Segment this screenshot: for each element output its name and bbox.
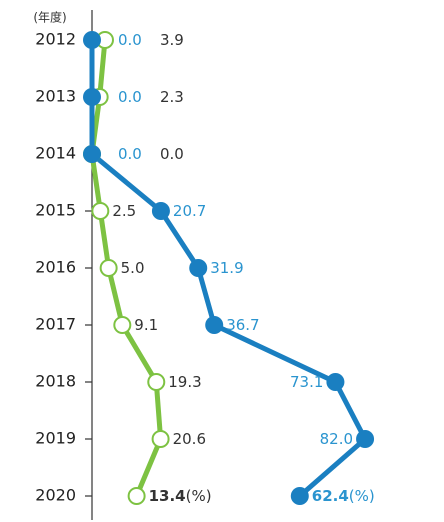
data-label-value: 19.3 (168, 373, 201, 391)
data-label-value: 9.1 (134, 316, 158, 334)
marker (151, 202, 170, 220)
data-label: 5.0 (121, 259, 145, 277)
marker (91, 202, 110, 220)
data-label-value: 2.5 (112, 202, 136, 220)
y-tick-label: 2020 (35, 486, 76, 505)
y-tick-label: 2017 (35, 315, 76, 334)
marker (99, 259, 118, 277)
unit-label: (%) (186, 487, 212, 505)
data-label: 3.9 (160, 31, 184, 49)
marker (83, 88, 101, 106)
y-tick-label: 2019 (35, 429, 76, 448)
y-tick-label: 2015 (35, 201, 76, 220)
data-label: 0.0 (118, 31, 142, 49)
marker (147, 373, 166, 391)
marker (127, 487, 146, 505)
data-label-value: 20.7 (173, 202, 206, 220)
marker (113, 316, 132, 334)
data-label-value: 2.3 (160, 88, 184, 106)
marker (290, 487, 309, 505)
marker (356, 430, 375, 448)
data-label-value: 20.6 (173, 430, 206, 448)
data-label: 0.0 (118, 145, 142, 163)
data-label-value: 82.0 (320, 430, 353, 448)
data-label: 20.6 (173, 430, 206, 448)
marker (151, 430, 170, 448)
data-label-value: 0.0 (160, 145, 184, 163)
data-label: 13.4(%) (149, 487, 212, 505)
data-label-value: 3.9 (160, 31, 184, 49)
data-label: 36.7 (226, 316, 259, 334)
data-label-value: 0.0 (118, 145, 142, 163)
data-label-value: 0.0 (118, 88, 142, 106)
data-label: 2.5 (112, 202, 136, 220)
y-tick-label: 2012 (35, 30, 76, 49)
data-label: 62.4(%) (312, 487, 375, 505)
axis-label: (年度) (33, 10, 66, 25)
marker (189, 259, 208, 277)
data-label: 9.1 (134, 316, 158, 334)
marker (83, 145, 101, 163)
data-label-value: 36.7 (226, 316, 259, 334)
data-label: 19.3 (168, 373, 201, 391)
data-label: 73.1 (290, 373, 323, 391)
data-label: 20.7 (173, 202, 206, 220)
y-tick-label: 2018 (35, 372, 76, 391)
data-label: 2.3 (160, 88, 184, 106)
unit-label: (%) (349, 487, 375, 505)
data-label: 0.0 (118, 88, 142, 106)
data-label-value: 13.4 (149, 487, 186, 505)
data-label-value: 73.1 (290, 373, 323, 391)
marker (326, 373, 345, 391)
data-label-value: 62.4 (312, 487, 349, 505)
marker (83, 31, 101, 49)
data-label-value: 31.9 (210, 259, 243, 277)
data-label: 31.9 (210, 259, 243, 277)
data-label-value: 5.0 (121, 259, 145, 277)
data-label: 0.0 (160, 145, 184, 163)
data-label-value: 0.0 (118, 31, 142, 49)
y-tick-label: 2013 (35, 87, 76, 106)
y-tick-label: 2014 (35, 144, 76, 163)
marker (205, 316, 224, 334)
data-label: 82.0 (320, 430, 353, 448)
y-tick-label: 2016 (35, 258, 76, 277)
